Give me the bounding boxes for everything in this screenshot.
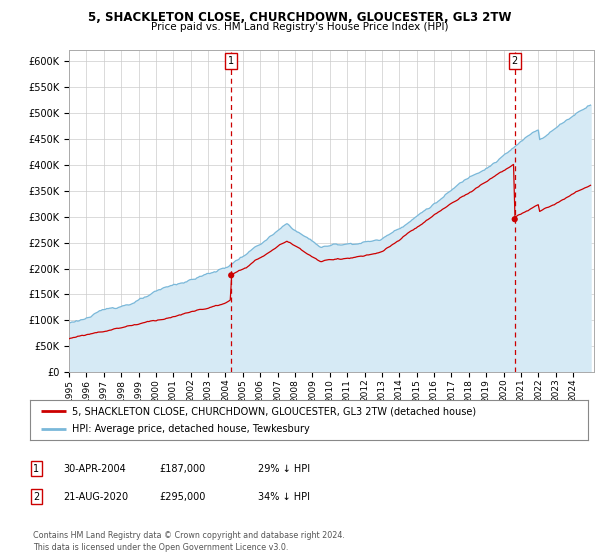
Point	[510, 214, 520, 223]
Text: Price paid vs. HM Land Registry's House Price Index (HPI): Price paid vs. HM Land Registry's House …	[151, 22, 449, 32]
Text: 5, SHACKLETON CLOSE, CHURCHDOWN, GLOUCESTER, GL3 2TW (detached house): 5, SHACKLETON CLOSE, CHURCHDOWN, GLOUCES…	[72, 407, 476, 417]
Text: 29% ↓ HPI: 29% ↓ HPI	[258, 464, 310, 474]
Text: Contains HM Land Registry data © Crown copyright and database right 2024.
This d: Contains HM Land Registry data © Crown c…	[33, 531, 345, 552]
Text: 34% ↓ HPI: 34% ↓ HPI	[258, 492, 310, 502]
Text: 2: 2	[33, 492, 39, 502]
Text: 30-APR-2004: 30-APR-2004	[63, 464, 126, 474]
Text: 5, SHACKLETON CLOSE, CHURCHDOWN, GLOUCESTER, GL3 2TW: 5, SHACKLETON CLOSE, CHURCHDOWN, GLOUCES…	[88, 11, 512, 24]
Text: 21-AUG-2020: 21-AUG-2020	[63, 492, 128, 502]
Text: 1: 1	[33, 464, 39, 474]
Point	[226, 271, 236, 280]
Text: 2: 2	[512, 56, 518, 66]
Text: HPI: Average price, detached house, Tewkesbury: HPI: Average price, detached house, Tewk…	[72, 424, 310, 434]
Text: £187,000: £187,000	[159, 464, 205, 474]
Text: 1: 1	[228, 56, 234, 66]
Text: £295,000: £295,000	[159, 492, 205, 502]
